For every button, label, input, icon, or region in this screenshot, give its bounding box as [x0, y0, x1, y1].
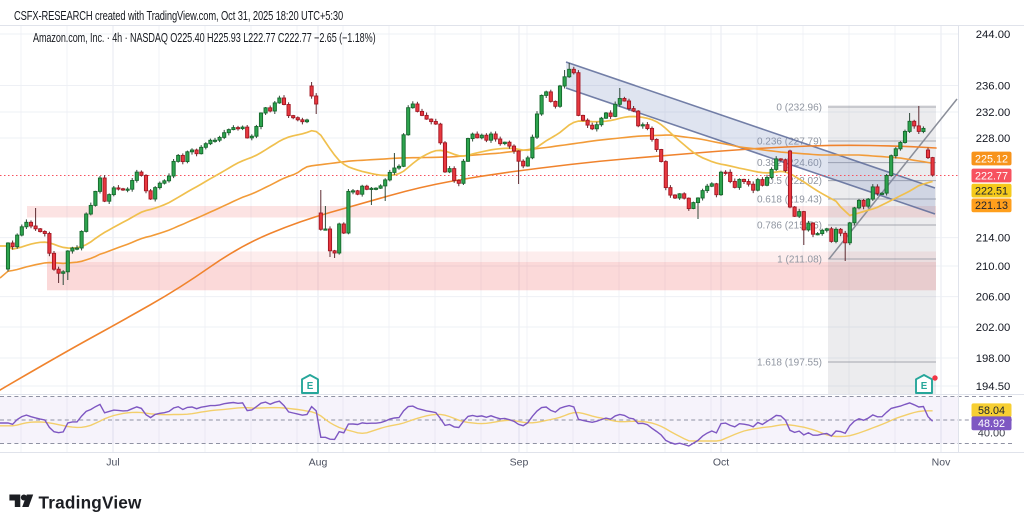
svg-text:210.00: 210.00	[976, 261, 1011, 273]
svg-text:CSFX-RESEARCH created with Tra: CSFX-RESEARCH created with TradingView.c…	[14, 9, 343, 23]
svg-text:236.00: 236.00	[976, 80, 1011, 92]
svg-text:232.00: 232.00	[976, 107, 1011, 119]
svg-text:244.00: 244.00	[976, 29, 1011, 41]
svg-text:0.786 (215.76): 0.786 (215.76)	[757, 221, 822, 232]
svg-text:0.5 (222.02): 0.5 (222.02)	[768, 176, 822, 187]
svg-text:E: E	[307, 381, 314, 392]
svg-text:198.00: 198.00	[976, 353, 1011, 365]
svg-text:202.00: 202.00	[976, 322, 1011, 334]
svg-text:228.00: 228.00	[976, 133, 1011, 145]
svg-text:0 (232.96): 0 (232.96)	[776, 103, 822, 114]
svg-text:Amazon.com, Inc. · 4h · NASDAQ: Amazon.com, Inc. · 4h · NASDAQ O225.40 H…	[33, 31, 376, 45]
svg-text:Sep: Sep	[510, 457, 529, 469]
svg-text:221.13: 221.13	[975, 200, 1008, 212]
svg-text:214.00: 214.00	[976, 232, 1011, 244]
svg-text:58.04: 58.04	[978, 405, 1005, 417]
svg-text:Jul: Jul	[106, 457, 119, 469]
svg-text:Oct: Oct	[713, 457, 729, 469]
svg-text:Aug: Aug	[309, 457, 328, 469]
svg-text:222.77: 222.77	[975, 170, 1008, 182]
svg-text:1.618 (197.55): 1.618 (197.55)	[757, 358, 822, 369]
svg-text:48.92: 48.92	[978, 418, 1005, 430]
svg-text:222.51: 222.51	[975, 185, 1008, 197]
svg-text:194.50: 194.50	[976, 381, 1011, 393]
svg-text:0.236 (227.79): 0.236 (227.79)	[757, 137, 822, 148]
svg-text:206.00: 206.00	[976, 291, 1011, 303]
svg-text:Nov: Nov	[932, 457, 951, 469]
svg-text:E: E	[921, 381, 928, 392]
svg-text:225.12: 225.12	[975, 153, 1008, 165]
svg-text:40.00: 40.00	[978, 428, 1006, 440]
svg-text:1 (211.08): 1 (211.08)	[777, 255, 822, 266]
svg-text:TradingView: TradingView	[39, 493, 143, 513]
